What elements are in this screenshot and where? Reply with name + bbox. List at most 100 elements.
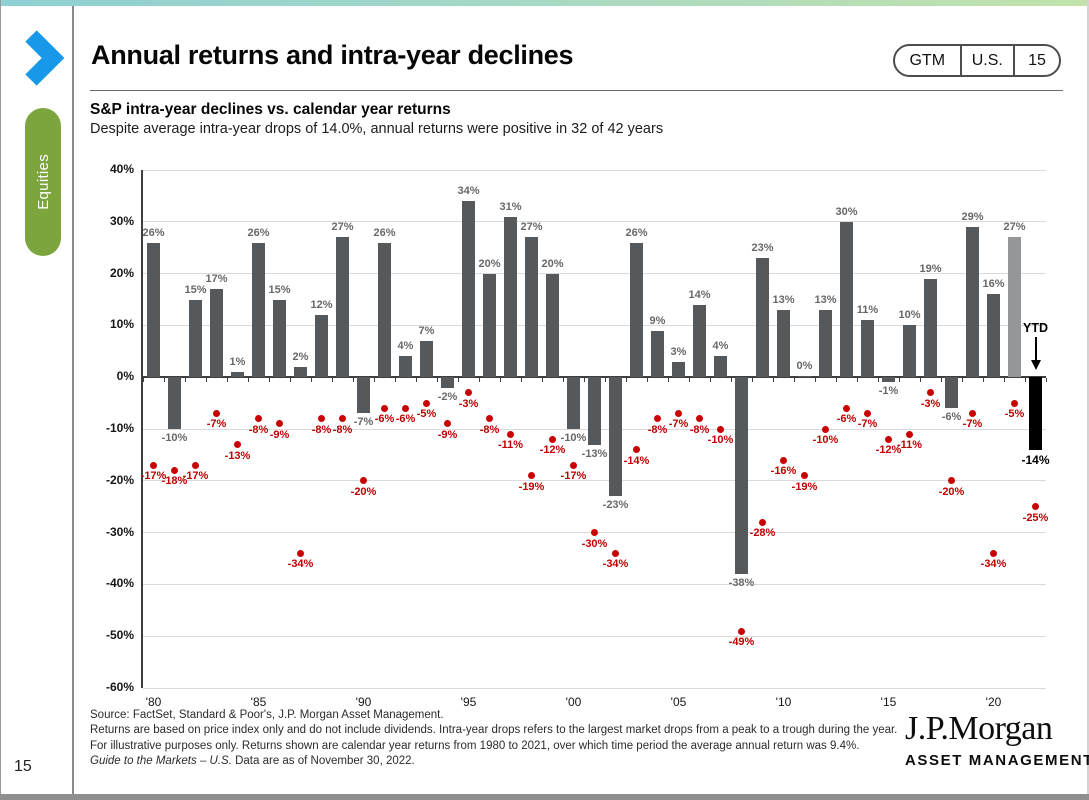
return-label-1998: 27% [520,221,543,234]
axis-tick [248,378,249,383]
y-axis-spine [141,170,143,688]
decline-dot-2021 [1011,399,1018,407]
axis-tick [626,378,627,383]
decline-dot-2013 [843,404,850,412]
return-label-2011: 0% [796,360,813,373]
return-bar-2015 [882,377,895,383]
return-label-1997: 31% [499,200,522,213]
decline-label-1993: -5% [416,408,437,421]
gtm-badge-region[interactable]: U.S. [959,46,1014,75]
return-bar-1999 [546,273,559,378]
decline-label-2011: -19% [791,480,818,493]
x-axis-tick-label: '95 [460,695,477,709]
return-bar-1993 [420,340,433,378]
return-label-1980: 26% [142,226,165,239]
decline-label-1991: -6% [374,413,395,426]
gridline [143,169,1046,171]
decline-dot-1994 [444,420,451,428]
decline-dot-1993 [423,399,430,407]
plot-area: 40% 30% 20% 10% 0% -10% -20% -30% -40% -50% -60% '8… [106,162,1050,709]
return-label-1987: 2% [292,350,309,363]
decline-dot-1990 [360,477,367,485]
decline-label-2015: -12% [875,444,902,457]
axis-tick [584,378,585,383]
gtm-badge-page[interactable]: 15 [1013,46,1059,75]
return-label-1991: 26% [373,226,396,239]
gridline [143,687,1046,689]
return-label-1988: 12% [310,299,333,312]
return-label-2004: 9% [649,314,666,327]
decline-dot-1981 [171,466,178,474]
return-label-1983: 17% [205,273,228,286]
y-axis-tick-label: 30% [109,213,134,228]
decline-label-2006: -8% [689,423,710,436]
return-label-1982: 15% [184,283,207,296]
decline-dot-1987 [297,549,304,557]
return-bar-1989 [336,237,349,378]
axis-tick [395,378,396,383]
return-label-1986: 15% [268,283,291,296]
ytd-annotation: YTD [1023,321,1048,336]
axis-tick [143,378,144,383]
return-label-1994: -2% [437,390,458,403]
x-axis-tick-label: '20 [985,695,1002,709]
axis-tick [1004,378,1005,383]
return-bar-2001 [588,377,601,445]
decline-dot-1986 [276,420,283,428]
gridline [143,583,1046,585]
axis-tick [710,378,711,383]
top-accent-strip [0,0,1089,6]
chevron-right-icon[interactable] [22,28,65,88]
decline-label-1990: -20% [350,485,377,498]
decline-dot-2015 [885,435,892,443]
decline-dot-2002 [612,549,619,557]
axis-tick [437,378,438,383]
decline-dot-1997 [507,430,514,438]
decline-dot-2005 [675,409,682,417]
axis-tick [185,378,186,383]
x-axis-tick-label: '10 [775,695,792,709]
return-label-2019: 29% [961,210,984,223]
return-label-1984: 1% [229,356,246,369]
decline-dot-2000 [570,461,577,469]
decline-dot-2008 [738,627,745,635]
return-bar-2000 [567,377,580,429]
return-label-2022: -14% [1021,452,1050,467]
x-axis-tick-label: '15 [880,695,897,709]
decline-label-1984: -13% [224,449,251,462]
axis-tick [962,378,963,383]
return-label-1989: 27% [331,221,354,234]
footnote-body: Returns are based on price index only an… [90,724,898,752]
y-axis-tick-label: -60% [105,680,134,694]
asset-management-label: ASSET MANAGEMENT [905,752,1089,769]
axis-tick [878,378,879,383]
return-label-1981: -10% [161,432,188,444]
decline-label-2014: -7% [857,418,878,431]
decline-label-1999: -12% [539,444,566,457]
return-label-2006: 14% [688,288,711,301]
decline-label-2000: -17% [560,470,587,483]
gridline [143,273,1046,275]
decline-dot-1988 [318,415,325,423]
axis-tick [479,378,480,383]
return-label-1996: 20% [478,257,501,270]
return-label-2021: 27% [1003,221,1026,234]
return-bar-1986 [273,299,286,378]
decline-label-2020: -34% [980,558,1007,571]
decline-label-2003: -14% [623,454,650,467]
return-bar-1990 [357,377,370,414]
gtm-badge: GTM U.S. 15 [893,44,1061,77]
sidebar-tab-equities[interactable]: Equities [25,108,61,256]
decline-dot-1984 [234,441,241,449]
axis-tick [353,378,354,383]
axis-tick [416,378,417,383]
return-bar-1988 [315,315,328,378]
gtm-badge-gtm[interactable]: GTM [909,51,946,69]
source-footnote: Source: FactSet, Standard & Poor's, J.P.… [90,708,902,769]
y-axis-tick-label: -20% [105,472,134,487]
decline-dot-2018 [948,477,955,485]
x-axis-tick-label: '90 [355,695,372,709]
y-axis-tick-label: -30% [105,524,134,539]
decline-label-1986: -9% [269,428,290,441]
decline-dot-1998 [528,472,535,480]
